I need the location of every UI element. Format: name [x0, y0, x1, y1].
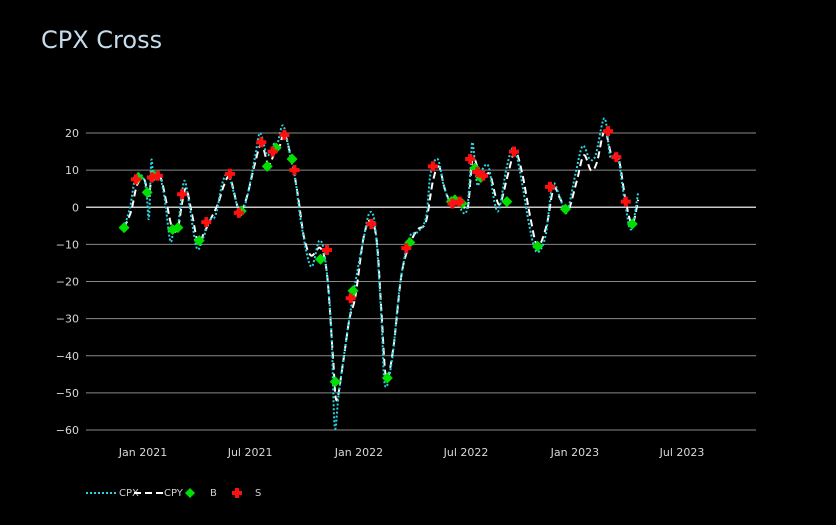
sell-marker[interactable]	[256, 137, 267, 148]
sell-marker[interactable]	[620, 196, 631, 207]
buy-marker[interactable]	[118, 222, 130, 234]
x-tick-label: Jul 2022	[443, 446, 489, 459]
sell-marker[interactable]	[177, 189, 188, 200]
buy-marker[interactable]	[141, 186, 153, 198]
sell-marker[interactable]	[146, 172, 157, 183]
buy-marker[interactable]	[559, 203, 571, 215]
sell-marker[interactable]	[201, 217, 212, 228]
sell-marker[interactable]	[603, 126, 614, 137]
y-tick-label: −40	[56, 350, 79, 363]
sell-marker[interactable]	[289, 165, 300, 176]
buy-marker[interactable]	[261, 160, 273, 172]
buy-marker[interactable]	[381, 372, 393, 384]
sell-marker[interactable]	[472, 166, 483, 177]
legend-label-cpy: CPY	[164, 488, 183, 499]
y-tick-label: −10	[56, 238, 79, 251]
x-tick-label: Jan 2022	[334, 446, 383, 459]
sell-marker[interactable]	[130, 174, 141, 185]
sell-marker[interactable]	[611, 152, 622, 163]
buy-marker[interactable]	[532, 240, 544, 252]
series-line-cpy[interactable]	[123, 130, 640, 402]
legend-label-s: S	[255, 488, 262, 499]
legend-label-b: B	[210, 488, 217, 499]
y-tick-label: −60	[56, 424, 79, 437]
sell-marker[interactable]	[508, 146, 519, 157]
sell-marker[interactable]	[545, 181, 556, 192]
y-tick-labels: 20 10 0 −10 −20 −30 −40 −50 −60	[56, 127, 79, 437]
sell-marker[interactable]	[465, 153, 476, 164]
chart-title: CPX Cross	[41, 26, 163, 54]
x-tick-label: Jan 2023	[550, 446, 599, 459]
grid-layer	[86, 132, 756, 431]
sell-marker[interactable]	[322, 244, 333, 255]
series-layer	[123, 117, 640, 430]
sell-marker[interactable]	[401, 243, 412, 254]
buy-marker[interactable]	[172, 222, 184, 234]
marker-layer	[118, 126, 638, 388]
sell-marker[interactable]	[279, 129, 290, 140]
x-tick-label: Jul 2023	[659, 446, 705, 459]
buy-marker[interactable]	[626, 218, 638, 230]
y-tick-label: −30	[56, 313, 79, 326]
buy-marker[interactable]	[501, 196, 513, 208]
series-line-cpx[interactable]	[123, 117, 640, 430]
y-tick-label: −20	[56, 276, 79, 289]
sell-marker[interactable]	[224, 168, 235, 179]
y-tick-label: 0	[72, 201, 79, 214]
y-tick-label: 10	[65, 164, 79, 177]
buy-marker[interactable]	[193, 235, 205, 247]
buy-marker[interactable]	[329, 376, 341, 388]
x-tick-label: Jan 2021	[118, 446, 167, 459]
sell-marker[interactable]	[454, 196, 465, 207]
sell-marker[interactable]	[267, 146, 278, 157]
y-tick-label: 20	[65, 127, 79, 140]
sell-marker[interactable]	[366, 218, 377, 229]
buy-marker[interactable]	[314, 253, 326, 265]
sell-marker[interactable]	[427, 161, 438, 172]
y-tick-label: −50	[56, 387, 79, 400]
buy-marker[interactable]	[286, 153, 298, 165]
x-tick-labels: Jan 2021 Jul 2021 Jan 2022 Jul 2022 Jan 2023…	[118, 446, 705, 459]
sell-marker[interactable]	[345, 293, 356, 304]
sell-marker[interactable]	[478, 170, 489, 181]
sell-marker[interactable]	[447, 198, 458, 209]
legend-label-cpx: CPX	[119, 488, 139, 499]
x-tick-label: Jul 2021	[227, 446, 273, 459]
sell-marker[interactable]	[152, 170, 163, 181]
sell-marker[interactable]	[233, 207, 244, 218]
